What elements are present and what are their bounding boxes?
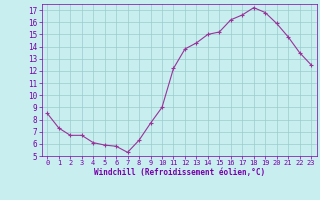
X-axis label: Windchill (Refroidissement éolien,°C): Windchill (Refroidissement éolien,°C)	[94, 168, 265, 177]
